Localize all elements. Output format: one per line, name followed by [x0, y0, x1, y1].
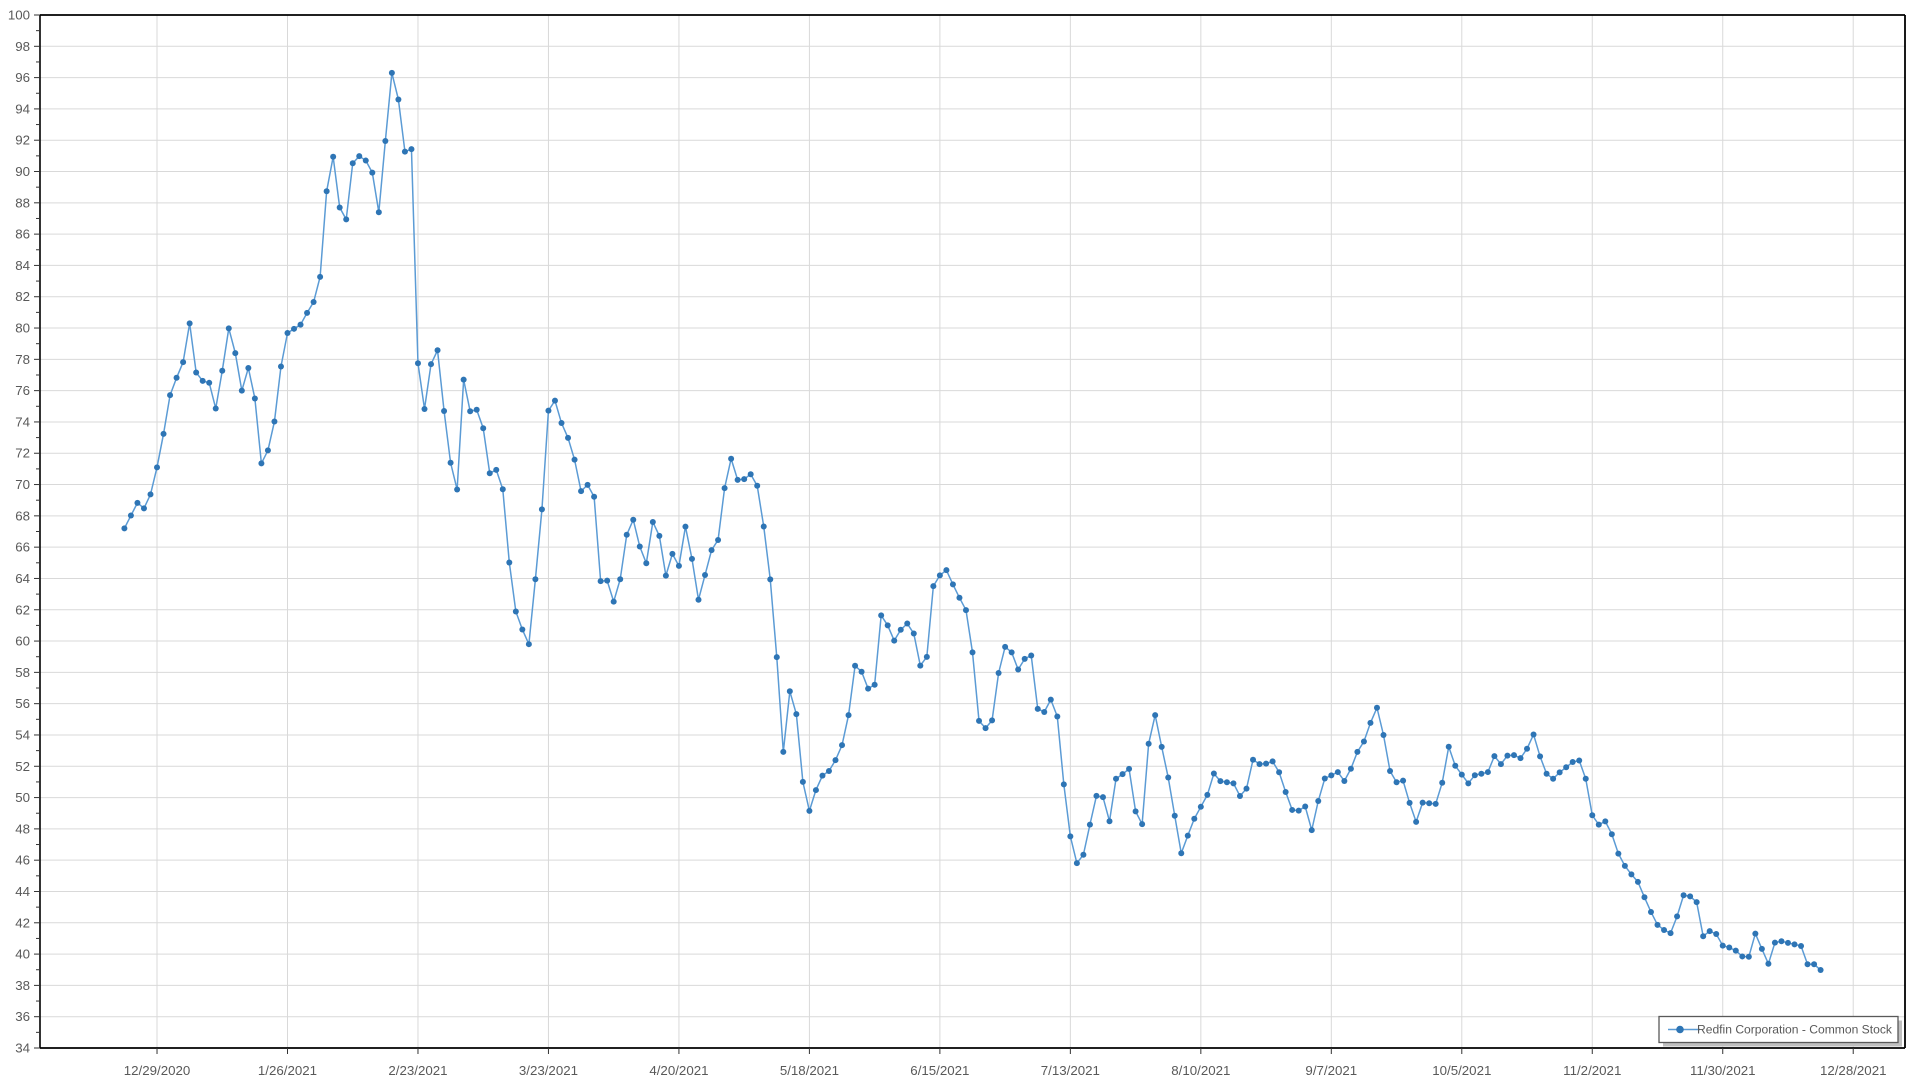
svg-text:100: 100	[8, 8, 30, 23]
svg-text:92: 92	[15, 133, 30, 148]
svg-text:74: 74	[15, 414, 30, 429]
svg-text:46: 46	[15, 853, 30, 868]
svg-text:4/20/2021: 4/20/2021	[649, 1063, 708, 1078]
svg-text:56: 56	[15, 696, 30, 711]
svg-text:70: 70	[15, 477, 30, 492]
svg-text:38: 38	[15, 978, 30, 993]
svg-text:60: 60	[15, 634, 30, 649]
svg-text:2/23/2021: 2/23/2021	[388, 1063, 447, 1078]
svg-text:44: 44	[15, 884, 30, 899]
svg-text:72: 72	[15, 446, 30, 461]
svg-text:82: 82	[15, 289, 30, 304]
svg-text:94: 94	[15, 101, 30, 116]
svg-text:66: 66	[15, 540, 30, 555]
svg-text:96: 96	[15, 70, 30, 85]
svg-text:12/29/2020: 12/29/2020	[124, 1063, 191, 1078]
svg-text:68: 68	[15, 508, 30, 523]
svg-text:50: 50	[15, 790, 30, 805]
svg-text:76: 76	[15, 383, 30, 398]
svg-text:10/5/2021: 10/5/2021	[1432, 1063, 1491, 1078]
svg-text:40: 40	[15, 947, 30, 962]
svg-text:6/15/2021: 6/15/2021	[910, 1063, 969, 1078]
svg-text:58: 58	[15, 665, 30, 680]
svg-text:80: 80	[15, 321, 30, 336]
svg-text:Redfin Corporation - Common St: Redfin Corporation - Common Stock	[1697, 1023, 1893, 1037]
svg-text:98: 98	[15, 39, 30, 54]
svg-text:12/28/2021: 12/28/2021	[1820, 1063, 1887, 1078]
svg-text:78: 78	[15, 352, 30, 367]
svg-text:90: 90	[15, 164, 30, 179]
svg-text:42: 42	[15, 915, 30, 930]
svg-text:64: 64	[15, 571, 30, 586]
svg-text:88: 88	[15, 195, 30, 210]
svg-text:1/26/2021: 1/26/2021	[258, 1063, 317, 1078]
svg-text:54: 54	[15, 727, 30, 742]
svg-text:5/18/2021: 5/18/2021	[780, 1063, 839, 1078]
svg-text:48: 48	[15, 821, 30, 836]
svg-text:62: 62	[15, 602, 30, 617]
svg-text:7/13/2021: 7/13/2021	[1041, 1063, 1100, 1078]
svg-text:11/2/2021: 11/2/2021	[1563, 1063, 1621, 1078]
svg-text:9/7/2021: 9/7/2021	[1305, 1063, 1357, 1078]
svg-text:86: 86	[15, 227, 30, 242]
svg-text:3/23/2021: 3/23/2021	[519, 1063, 578, 1078]
svg-text:52: 52	[15, 759, 30, 774]
svg-text:36: 36	[15, 1009, 30, 1024]
svg-text:11/30/2021: 11/30/2021	[1690, 1063, 1756, 1078]
svg-text:8/10/2021: 8/10/2021	[1171, 1063, 1230, 1078]
svg-text:34: 34	[15, 1041, 30, 1056]
svg-text:84: 84	[15, 258, 30, 273]
